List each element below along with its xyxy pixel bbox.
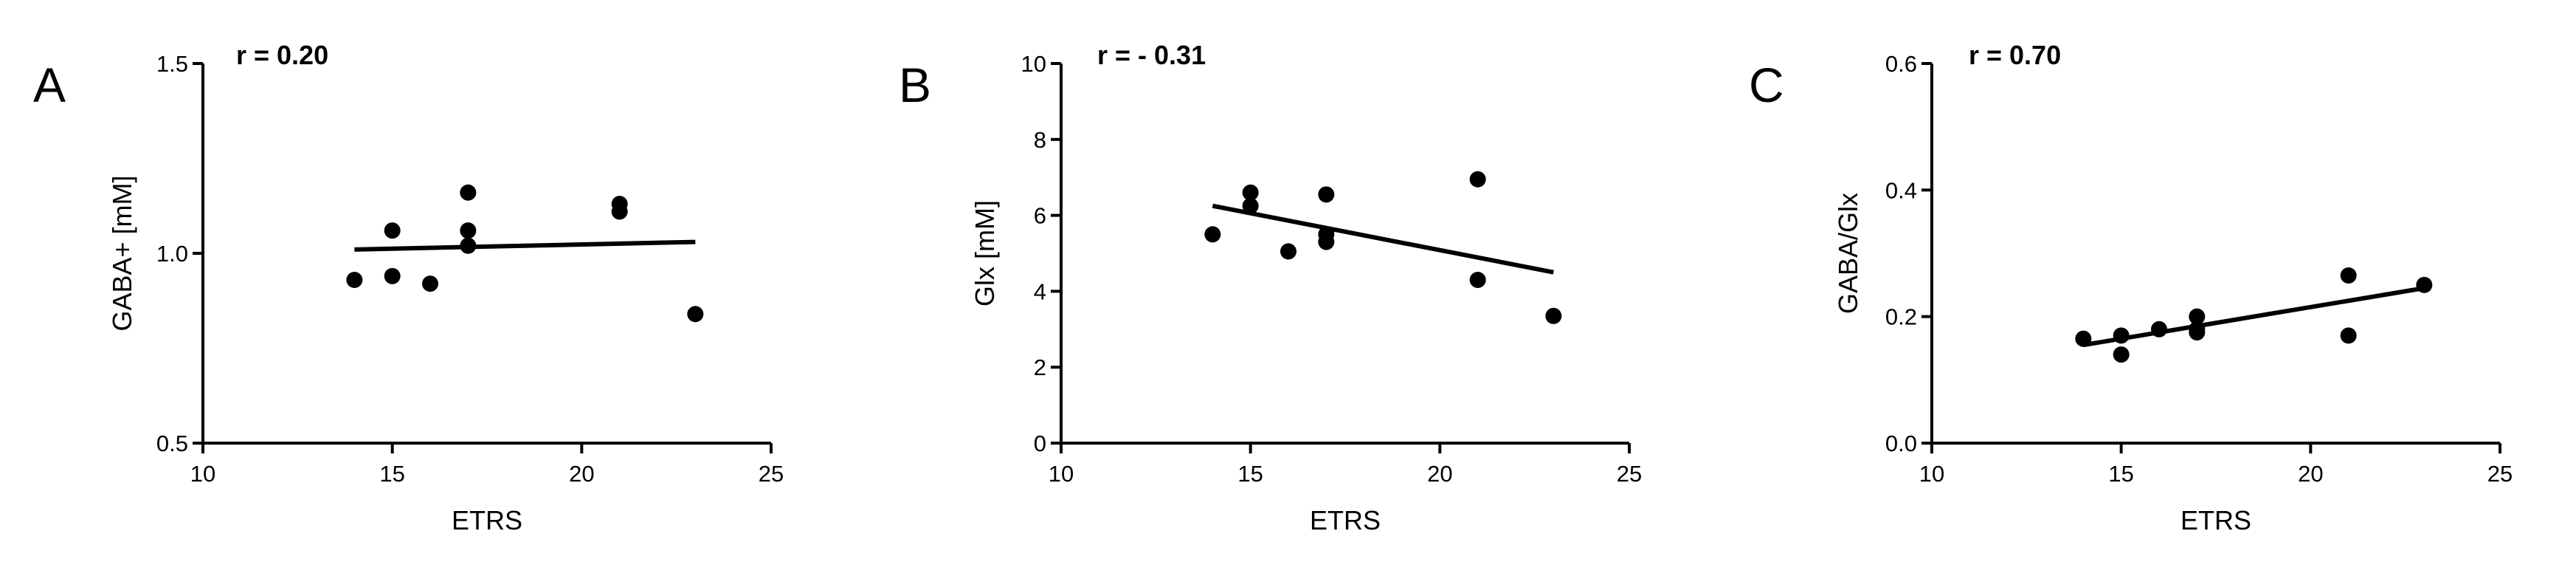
panel-a-data-point <box>687 306 704 323</box>
panel-b-data-point <box>1280 243 1296 260</box>
panel-c-y-tick-label: 0.4 <box>1885 177 1917 203</box>
panel-c-data-point <box>2113 346 2130 363</box>
panel-c-y-tick-label: 0.2 <box>1885 304 1917 330</box>
panel-a-x-tick-label: 25 <box>759 461 784 487</box>
panel-c-data-point <box>2113 327 2130 344</box>
panel-c-x-tick-label: 25 <box>2487 461 2513 487</box>
panel-b-data-point <box>1242 184 1259 201</box>
panel-c-x-tick-label: 15 <box>2108 461 2133 487</box>
panel-b-data-point <box>1318 233 1335 250</box>
panel-a-data-point <box>460 184 477 201</box>
panel-b-y-tick-label: 10 <box>1021 51 1046 77</box>
panel-b-data-point <box>1469 271 1486 288</box>
panel-b-letter: B <box>899 58 931 112</box>
panel-b-data-point <box>1545 307 1562 324</box>
panel-a-data-point <box>384 222 401 239</box>
panel-a-data-point <box>460 237 477 254</box>
panel-c-data-point <box>2189 308 2206 325</box>
panel-a-y-tick-label: 1.0 <box>156 241 188 267</box>
panel-b-y-tick-label: 6 <box>1034 203 1046 229</box>
panel-a-y-tick-label: 1.5 <box>156 51 188 77</box>
panel-a-data-point <box>460 222 477 239</box>
panel-c-data-point <box>2189 324 2206 341</box>
panel-a-y-tick-label: 0.5 <box>156 431 188 456</box>
panel-b-x-tick-label: 10 <box>1049 461 1074 487</box>
panel-a-x-tick-label: 20 <box>569 461 594 487</box>
panel-b-regression-line <box>1212 203 1554 275</box>
panel-b-y-tick-label: 8 <box>1034 127 1046 153</box>
panel-c-regression-line <box>2082 286 2425 348</box>
panel-b-correlation-label: r = - 0.31 <box>1097 40 1206 70</box>
panel-b-y-tick-label: 2 <box>1034 354 1046 380</box>
panel-c-data-point <box>2416 276 2433 293</box>
panel-c-x-tick-label: 20 <box>2298 461 2323 487</box>
panel-b-data-point <box>1204 226 1221 243</box>
panel-b-y-tick-label: 4 <box>1034 278 1046 304</box>
panel-b-x-tick-label: 20 <box>1427 461 1452 487</box>
panel-b-y-axis-title: Glx [mM] <box>970 200 1000 306</box>
panel-b-y-tick-label: 0 <box>1034 431 1046 456</box>
panel-c-correlation-label: r = 0.70 <box>1969 40 2061 70</box>
panel-a-regression-line <box>354 239 696 252</box>
panel-c-data-point <box>2340 327 2357 344</box>
panel-c-data-point <box>2151 321 2167 338</box>
panel-a-data-point <box>346 271 363 288</box>
panel-b-data-point <box>1318 186 1335 203</box>
panel-c-x-axis-title: ETRS <box>2180 505 2251 535</box>
panel-c-letter: C <box>1749 58 1784 112</box>
panel-c-y-tick-label: 0.6 <box>1885 51 1917 77</box>
panel-a-data-point <box>422 275 438 292</box>
panel-c-x-tick-label: 10 <box>1919 461 1944 487</box>
panel-a-data-point <box>611 203 628 220</box>
panel-b-x-tick-label: 15 <box>1237 461 1263 487</box>
panel-a-x-tick-label: 10 <box>190 461 215 487</box>
panel-a-data-point <box>384 267 401 284</box>
panel-b-data-point <box>1242 197 1259 214</box>
panel-c-data-point <box>2075 330 2092 347</box>
panel-a-y-axis-title: GABA+ [mM] <box>107 175 137 331</box>
panel-a-x-tick-label: 15 <box>379 461 404 487</box>
panel-a-letter: A <box>33 58 66 112</box>
panel-b-x-axis-title: ETRS <box>1310 505 1381 535</box>
panel-a-x-axis-title: ETRS <box>452 505 522 535</box>
panel-a-correlation-label: r = 0.20 <box>236 40 328 70</box>
panel-c-data-point <box>2340 267 2357 284</box>
panel-b-x-tick-label: 25 <box>1617 461 1642 487</box>
panel-c-y-tick-label: 0.0 <box>1885 431 1917 456</box>
panel-c-y-axis-title: GABA/Glx <box>1833 193 1863 314</box>
panel-b-data-point <box>1469 171 1486 188</box>
